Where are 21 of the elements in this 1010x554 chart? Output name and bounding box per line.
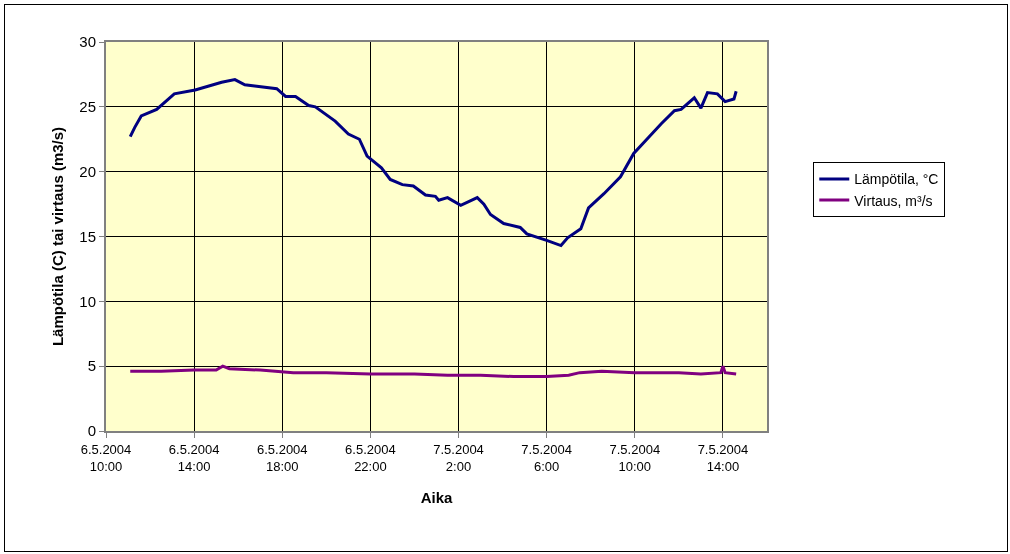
x-tick-label: 7.5.2004 14:00	[697, 441, 749, 474]
x-tick-label: 6.5.2004 22:00	[345, 441, 396, 474]
line-series	[128, 364, 738, 379]
y-tick-label: 30	[79, 33, 96, 51]
y-tick-label: 0	[87, 422, 96, 440]
x-tick-label: 6.5.2004 18:00	[256, 441, 308, 474]
y-tick-label: 10	[79, 292, 96, 310]
x-tick-label: 7.5.2004 10:00	[609, 441, 661, 474]
line-series	[128, 78, 738, 248]
x-tick-label: 6.5.2004 14:00	[168, 441, 220, 474]
y-tick-label: 20	[79, 162, 96, 180]
y-tick-label: 5	[87, 357, 96, 375]
y-tick-label: 25	[79, 98, 96, 116]
x-tick-label: 7.5.2004 2:00	[433, 441, 484, 474]
legend-label: Virtaus, m³/s	[854, 192, 933, 209]
x-axis-title: Aika	[420, 489, 453, 506]
x-tick-label: 7.5.2004 6:00	[521, 441, 572, 474]
y-tick-label: 15	[79, 227, 96, 245]
x-tick-label: 6.5.2004 10:00	[80, 441, 132, 474]
legend-label: Lämpötila, °C	[854, 171, 939, 188]
y-axis-title: Lämpötila (C) tai virtaus (m3/s)	[49, 126, 67, 347]
